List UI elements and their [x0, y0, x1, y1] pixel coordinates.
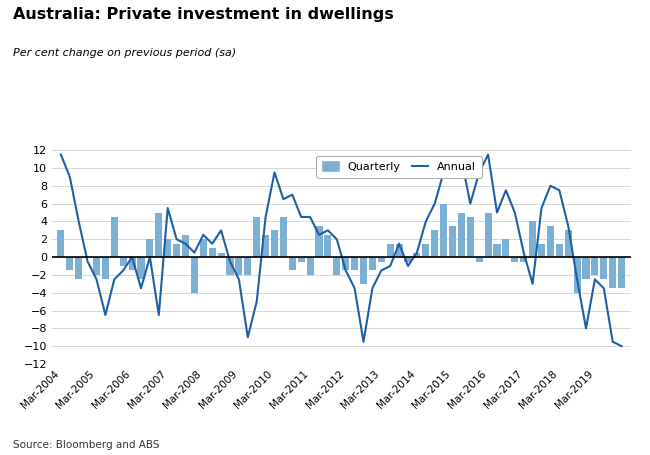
Bar [556, 244, 563, 257]
Bar [582, 257, 590, 279]
Bar [111, 217, 118, 257]
Bar [75, 257, 83, 279]
Bar [387, 244, 394, 257]
Text: Per cent change on previous period (sa): Per cent change on previous period (sa) [13, 48, 236, 58]
Bar [378, 257, 385, 262]
Text: Australia: Private investment in dwellings: Australia: Private investment in dwellin… [13, 7, 394, 22]
Bar [262, 235, 269, 257]
Bar [369, 257, 376, 270]
Text: Source: Bloomberg and ABS: Source: Bloomberg and ABS [13, 440, 159, 450]
Bar [360, 257, 367, 284]
Bar [209, 248, 216, 257]
Bar [413, 253, 421, 257]
Bar [129, 257, 136, 270]
Bar [600, 257, 607, 279]
Bar [404, 257, 411, 262]
Bar [467, 217, 474, 257]
Bar [547, 226, 554, 257]
Bar [351, 257, 358, 270]
Bar [342, 257, 349, 270]
Bar [164, 239, 171, 257]
Bar [218, 253, 225, 257]
Bar [307, 257, 314, 275]
Bar [512, 257, 518, 262]
Bar [137, 257, 144, 279]
Bar [253, 217, 260, 257]
Bar [484, 212, 491, 257]
Legend: Quarterly, Annual: Quarterly, Annual [317, 156, 482, 177]
Bar [146, 239, 153, 257]
Bar [333, 257, 341, 275]
Bar [271, 230, 278, 257]
Bar [422, 244, 430, 257]
Bar [502, 239, 510, 257]
Bar [57, 230, 64, 257]
Bar [120, 257, 127, 266]
Bar [431, 230, 438, 257]
Bar [529, 222, 536, 257]
Bar [520, 257, 527, 262]
Bar [298, 257, 305, 262]
Bar [191, 257, 198, 293]
Bar [573, 257, 580, 293]
Bar [592, 257, 599, 275]
Bar [440, 204, 447, 257]
Bar [565, 230, 572, 257]
Bar [66, 257, 73, 270]
Bar [200, 239, 207, 257]
Bar [458, 212, 465, 257]
Bar [315, 226, 322, 257]
Bar [226, 257, 233, 275]
Bar [244, 257, 252, 275]
Bar [280, 217, 287, 257]
Bar [609, 257, 616, 288]
Bar [173, 244, 180, 257]
Bar [182, 235, 189, 257]
Bar [538, 244, 545, 257]
Bar [493, 244, 501, 257]
Bar [449, 226, 456, 257]
Bar [476, 257, 483, 262]
Bar [324, 235, 332, 257]
Bar [396, 244, 402, 257]
Bar [155, 212, 162, 257]
Bar [102, 257, 109, 279]
Bar [93, 257, 100, 275]
Bar [618, 257, 625, 288]
Bar [235, 257, 242, 275]
Bar [289, 257, 296, 270]
